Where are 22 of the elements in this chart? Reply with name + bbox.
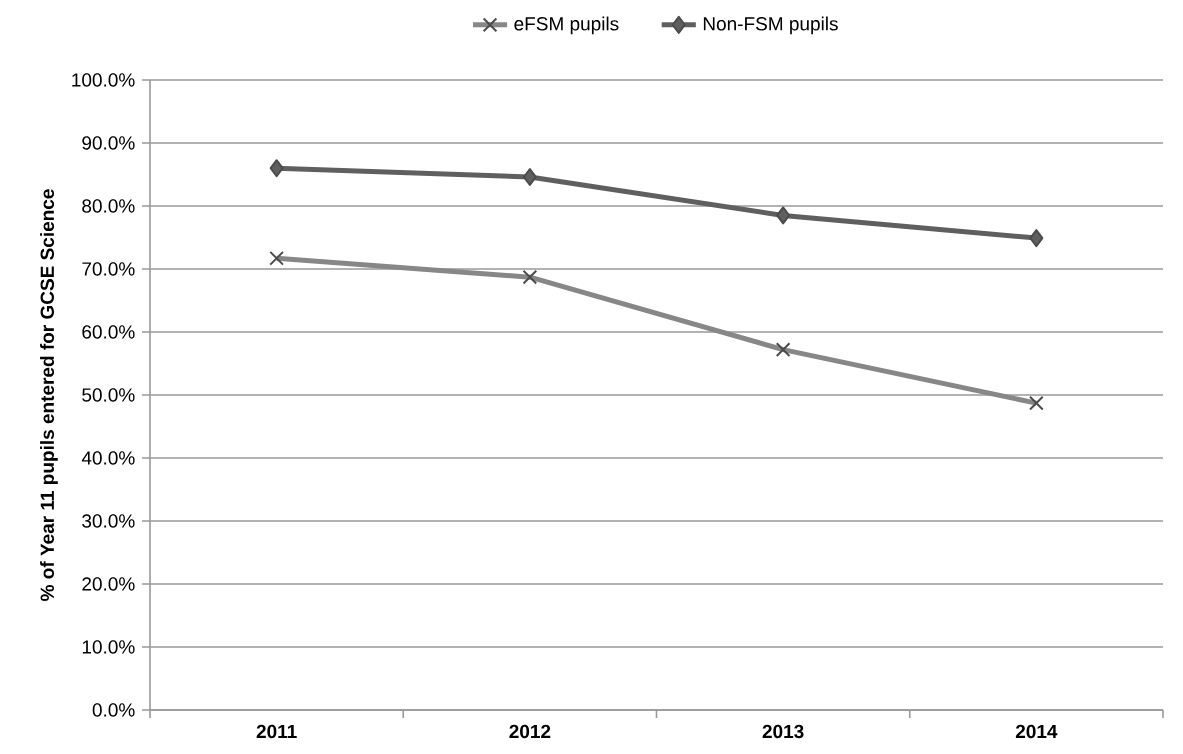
point (1029, 229, 1044, 248)
y-tick-label: 40.0% (81, 451, 135, 465)
point (522, 168, 537, 187)
point (269, 159, 284, 178)
y-tick-label: 30.0% (82, 514, 135, 528)
y-tick-label: 0.0% (92, 703, 135, 717)
y-tick-label: 10.0% (82, 640, 135, 654)
x-tick-label: 2012 (509, 724, 551, 739)
x-tick-label: 2013 (762, 724, 804, 739)
y-tick-label: 100.0% (72, 73, 135, 87)
point (776, 206, 791, 225)
x-tick-label: 2014 (1015, 724, 1058, 739)
y-tick-label: 80.0% (82, 199, 135, 213)
y-tick-label: 20.0% (82, 577, 135, 591)
y-tick-label: 50.0% (82, 388, 135, 402)
y-tick-label: 70.0% (82, 262, 135, 276)
legend-label: eFSM pupils (514, 16, 619, 35)
y-tick-label: 90.0% (82, 136, 135, 150)
y-axis-title: % of Year 11 pupils entered for GCSE Science (40, 189, 58, 601)
y-tick-label: 60.0% (82, 325, 135, 339)
x-tick-label: 2011 (256, 724, 297, 739)
legend-label: Non-FSM pupils (703, 16, 838, 35)
